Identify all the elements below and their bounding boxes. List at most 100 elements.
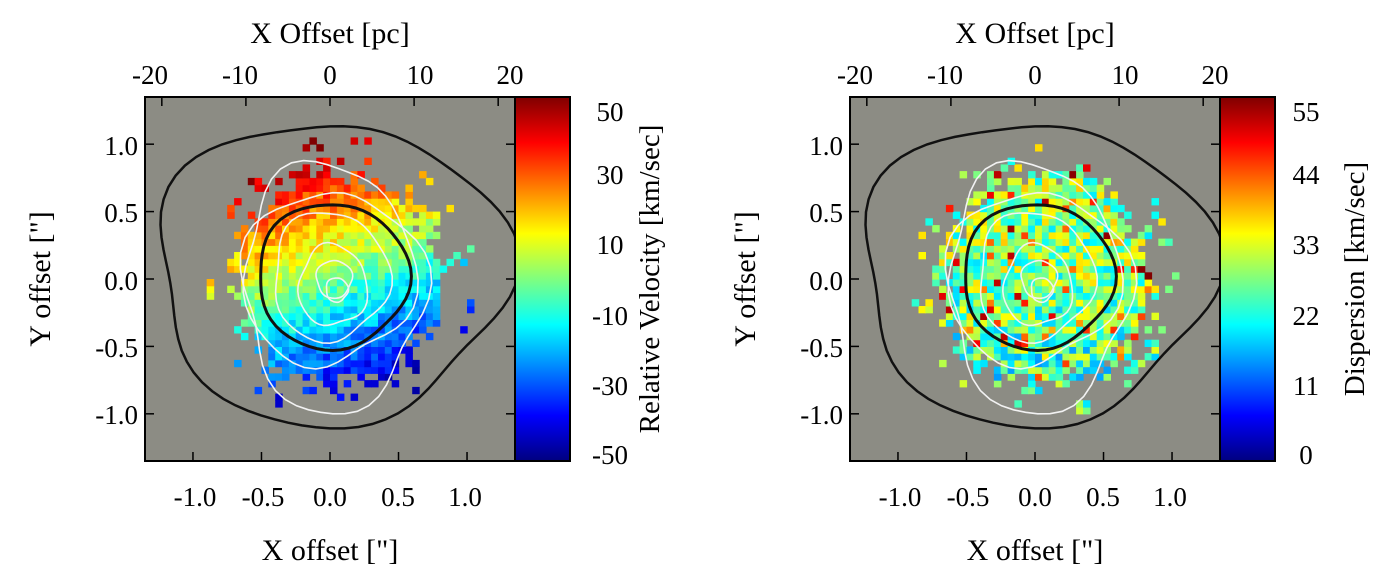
map-pixel	[1130, 359, 1139, 368]
map-pixel	[364, 326, 372, 334]
map-pixel	[1041, 339, 1050, 347]
map-pixel	[432, 279, 441, 287]
map-pixel	[959, 285, 968, 293]
map-pixel	[966, 252, 974, 260]
map-pixel	[1110, 204, 1118, 213]
map-pixel	[371, 204, 379, 213]
map-pixel	[350, 231, 359, 240]
map-pixel	[343, 312, 352, 320]
map-pixel	[1069, 225, 1077, 233]
map-pixel	[309, 339, 317, 347]
map-pixel	[336, 265, 345, 273]
map-pixel	[1007, 198, 1016, 206]
map-pixel	[1035, 191, 1043, 199]
map-pixel	[425, 211, 434, 219]
map-pixel	[1151, 339, 1159, 347]
x-tick-label: 0.5	[381, 482, 415, 512]
map-pixel	[391, 339, 400, 347]
map-pixel	[330, 211, 338, 219]
map-pixel	[378, 231, 386, 240]
map-pixel	[227, 204, 235, 213]
map-pixel	[371, 292, 379, 300]
map-pixel	[959, 272, 968, 280]
map-pixel	[316, 332, 324, 341]
map-pixel	[939, 252, 947, 260]
map-pixel	[288, 306, 297, 314]
map-pixel	[1041, 177, 1050, 186]
map-pixel	[1062, 306, 1070, 314]
map-pixel	[323, 204, 331, 213]
map-pixel	[357, 198, 365, 206]
map-pixel	[254, 312, 263, 320]
map-pixel	[939, 265, 947, 273]
map-pixel	[959, 319, 968, 327]
colorbar-tick-label: 44	[1293, 160, 1321, 190]
map-pixel	[282, 319, 290, 327]
map-pixel	[1028, 225, 1036, 233]
map-pixel	[987, 238, 995, 246]
map-pixel	[1110, 252, 1118, 260]
map-pixel	[987, 346, 995, 354]
map-pixel	[1089, 238, 1098, 246]
map-pixel	[412, 306, 420, 314]
map-pixel	[261, 292, 269, 300]
map-pixel	[419, 238, 427, 246]
map-pixel	[1076, 225, 1084, 233]
map-pixel	[1103, 353, 1111, 361]
map-pixel	[1007, 225, 1016, 233]
map-pixel	[1007, 184, 1016, 192]
map-pixel	[330, 332, 338, 341]
map-pixel	[1000, 191, 1009, 199]
map-pixel	[405, 218, 413, 226]
map-pixel	[1083, 400, 1091, 408]
map-pixel	[993, 204, 1002, 213]
map-pixel	[419, 231, 427, 240]
map-pixel	[323, 265, 331, 273]
map-pixel	[330, 353, 338, 361]
map-pixel	[1144, 231, 1153, 240]
map-pixel	[309, 272, 317, 280]
map-pixel	[1089, 191, 1098, 199]
map-pixel	[1076, 339, 1084, 347]
map-pixel	[1117, 204, 1125, 213]
map-pixel	[446, 258, 454, 267]
map-pixel	[966, 231, 974, 240]
map-pixel	[1083, 312, 1091, 320]
map-pixel	[1089, 306, 1098, 314]
map-pixel	[330, 218, 338, 226]
map-pixel	[357, 258, 365, 267]
map-pixel	[398, 326, 406, 334]
map-pixel	[993, 373, 1002, 381]
map-pixel	[1110, 306, 1118, 314]
map-pixel	[1076, 366, 1084, 374]
map-pixel	[1096, 326, 1105, 334]
map-pixel	[343, 306, 352, 314]
map-pixel	[1069, 191, 1077, 199]
map-pixel	[1110, 211, 1118, 219]
map-pixel	[973, 285, 981, 293]
map-pixel	[1021, 272, 1029, 280]
map-pixel	[1035, 386, 1043, 395]
map-pixel	[357, 252, 365, 260]
map-pixel	[288, 346, 297, 354]
map-pixel	[1110, 326, 1118, 334]
map-pixel	[1014, 211, 1022, 219]
map-pixel	[1028, 252, 1036, 260]
map-pixel	[330, 204, 338, 213]
map-pixel	[309, 184, 317, 192]
map-pixel	[993, 285, 1002, 293]
map-pixel	[309, 252, 317, 260]
map-pixel	[987, 326, 995, 334]
map-pixel	[1014, 245, 1022, 253]
map-pixel	[316, 319, 324, 327]
map-pixel	[1035, 279, 1043, 287]
map-pixel	[1076, 400, 1084, 408]
map-pixel	[980, 225, 988, 233]
map-pixel	[1103, 252, 1111, 260]
top-tick-label: 0	[1028, 60, 1042, 90]
map-pixel	[1055, 332, 1064, 341]
y-axis-label: Y offset ["]	[24, 211, 57, 347]
map-pixel	[987, 231, 995, 240]
map-pixel	[282, 339, 290, 347]
map-pixel	[268, 211, 276, 219]
